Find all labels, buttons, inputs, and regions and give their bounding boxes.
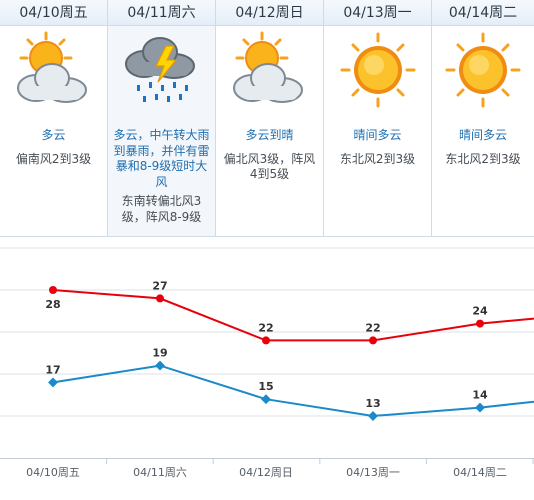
data-label: 24 <box>472 305 488 318</box>
sun-icon <box>324 30 431 110</box>
data-point <box>475 402 485 413</box>
data-label: 19 <box>152 347 167 360</box>
sun-icon <box>432 30 534 110</box>
x-tick-label: 04/12周日 <box>239 466 293 479</box>
date-header: 04/14周二 <box>432 0 534 26</box>
data-point <box>262 336 270 345</box>
data-label: 14 <box>472 389 488 402</box>
data-label: 17 <box>45 363 60 376</box>
data-point <box>49 286 57 294</box>
wind-text: 偏南风2到3级 <box>15 151 92 166</box>
data-label: 13 <box>365 397 380 410</box>
day-column: 04/14周二 晴间多云 东北风2到3级 <box>432 0 534 236</box>
condition-text: 多云 <box>41 128 66 142</box>
condition-text: 多云，中午转大雨到暴雨，并伴有雷暴和8-9级短时大风 <box>113 128 210 189</box>
day-column: 04/10周五 多云 偏南风2到3级 <box>0 0 108 236</box>
date-header: 04/13周一 <box>324 0 431 26</box>
data-label: 22 <box>365 321 380 334</box>
forecast-text: 晴间多云 东北风2到3级 <box>436 128 530 167</box>
day-column: 04/13周一 晴间多云 东北风2到3级 <box>324 0 432 236</box>
temperature-chart: 04/10周五 04/11周六 04/12周日 04/13周一 04/14周二 28 27 2… <box>0 236 534 496</box>
data-point <box>369 336 377 345</box>
condition-text: 多云到晴 <box>245 128 294 142</box>
condition-text: 晴间多云 <box>353 128 402 142</box>
cloudy-sun-icon <box>216 30 323 110</box>
wind-text: 东北风2到3级 <box>339 151 416 166</box>
forecast-panel: 04/10周五 多云 偏南风2到3级 <box>0 0 534 237</box>
wind-text: 东南转偏北风3级，阵风8-9级 <box>121 194 202 224</box>
condition-text: 晴间多云 <box>458 128 507 142</box>
date-header: 04/11周六 <box>108 0 215 26</box>
data-point <box>476 319 484 328</box>
data-label: 27 <box>152 279 167 292</box>
date-header: 04/12周日 <box>216 0 323 26</box>
x-tick-label: 04/14周二 <box>453 466 507 479</box>
wind-text: 东北风2到3级 <box>445 151 521 166</box>
series-line <box>52 364 534 418</box>
data-point <box>155 360 165 371</box>
data-label: 22 <box>258 321 273 334</box>
x-tick-label: 04/10周五 <box>26 466 80 479</box>
x-tick-label: 04/11周六 <box>133 466 187 479</box>
data-point <box>156 294 164 303</box>
data-label: 28 <box>45 298 60 311</box>
data-label: 15 <box>258 380 273 393</box>
forecast-text: 多云到晴 偏北风3级，阵风4到5级 <box>220 128 319 183</box>
temperature-chart-svg: 04/10周五 04/11周六 04/12周日 04/13周一 04/14周二 28 27 2… <box>0 247 534 479</box>
day-column: 04/11周六 多云，中午转大雨到暴雨，并 <box>108 0 216 236</box>
forecast-text: 晴间多云 东北风2到3级 <box>328 128 427 167</box>
forecast-text: 多云，中午转大雨到暴雨，并伴有雷暴和8-9级短时大风 东南转偏北风3级，阵风8-… <box>112 128 211 225</box>
data-point <box>368 411 378 421</box>
data-point <box>48 377 58 388</box>
data-point <box>261 394 271 405</box>
thunderstorm-icon <box>108 30 215 110</box>
date-header: 04/10周五 <box>0 0 107 26</box>
cloudy-sun-icon <box>0 30 107 110</box>
day-column: 04/12周日 多云到晴 偏北风3级，阵风4到5级 <box>216 0 324 236</box>
x-tick-label: 04/13周一 <box>346 466 400 479</box>
series-line <box>52 289 534 342</box>
wind-text: 偏北风3级，阵风4到5级 <box>223 151 316 182</box>
forecast-text: 多云 偏南风2到3级 <box>4 128 103 167</box>
